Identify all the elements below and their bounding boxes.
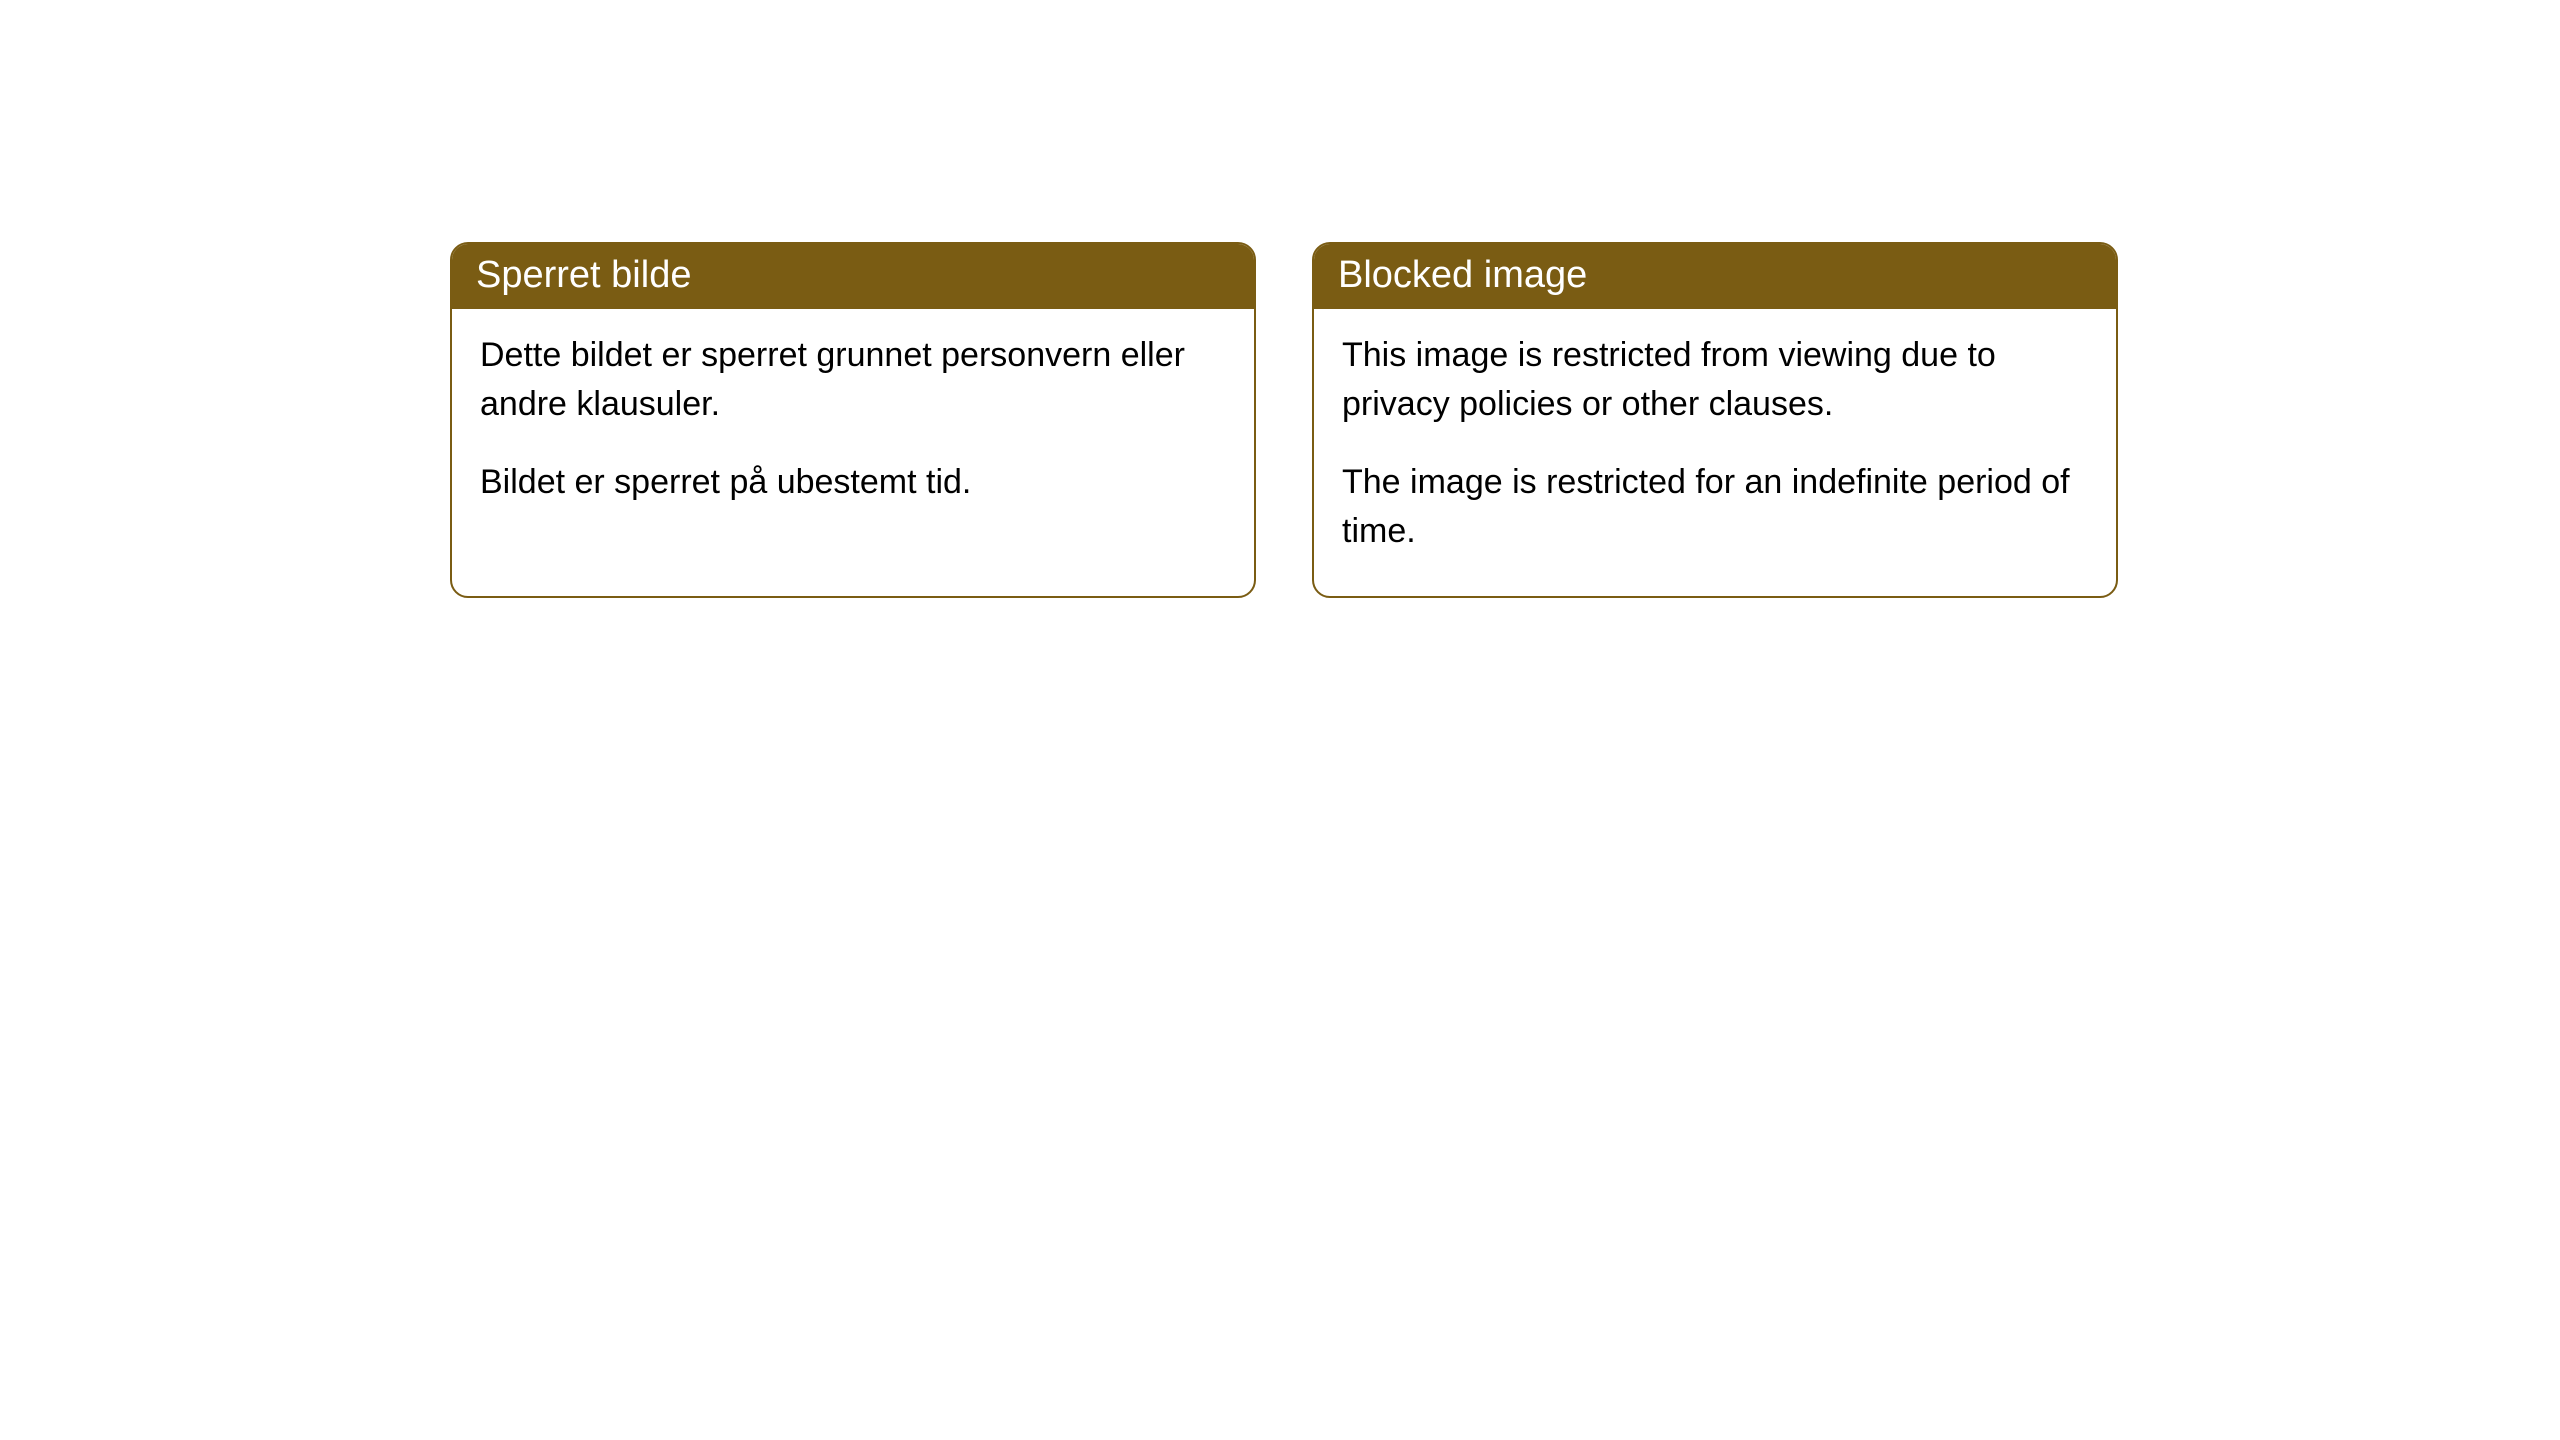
card-header: Blocked image bbox=[1314, 244, 2116, 309]
cards-container: Sperret bilde Dette bildet er sperret gr… bbox=[0, 0, 2560, 598]
blocked-image-card-norwegian: Sperret bilde Dette bildet er sperret gr… bbox=[450, 242, 1256, 598]
card-paragraph: Dette bildet er sperret grunnet personve… bbox=[480, 331, 1226, 430]
blocked-image-card-english: Blocked image This image is restricted f… bbox=[1312, 242, 2118, 598]
card-paragraph: Bildet er sperret på ubestemt tid. bbox=[480, 458, 1226, 507]
card-paragraph: This image is restricted from viewing du… bbox=[1342, 331, 2088, 430]
card-header: Sperret bilde bbox=[452, 244, 1254, 309]
card-paragraph: The image is restricted for an indefinit… bbox=[1342, 458, 2088, 557]
card-body: Dette bildet er sperret grunnet personve… bbox=[452, 309, 1254, 547]
card-body: This image is restricted from viewing du… bbox=[1314, 309, 2116, 596]
